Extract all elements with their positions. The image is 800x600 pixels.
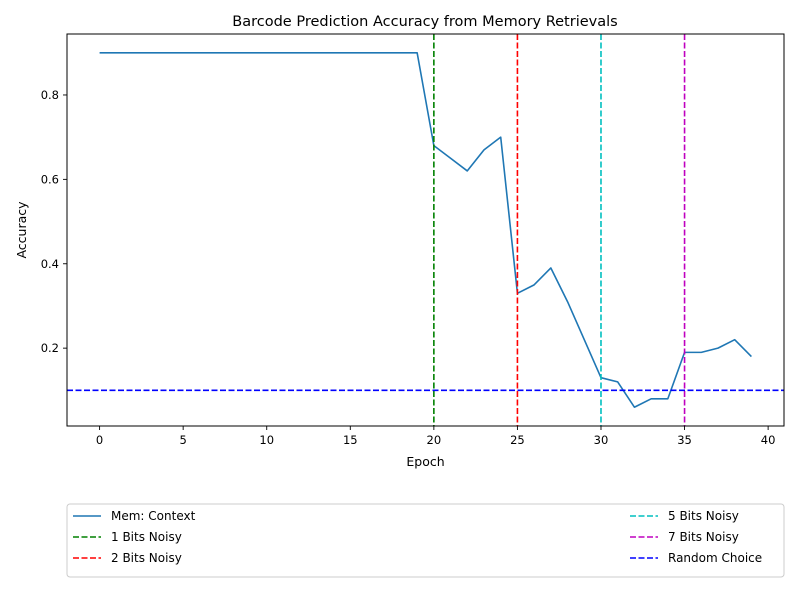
series-line-mem-context xyxy=(99,51,752,409)
x-axis-label: Epoch xyxy=(406,454,444,469)
x-tick-label: 35 xyxy=(677,433,692,447)
x-tick-label: 20 xyxy=(427,433,442,447)
x-tick-label: 0 xyxy=(96,433,103,447)
plot-frame xyxy=(66,33,785,427)
legend-label: Mem: Context xyxy=(111,509,196,523)
chart-title: Barcode Prediction Accuracy from Memory … xyxy=(232,14,617,30)
legend-box xyxy=(66,503,785,578)
y-axis-label: Accuracy xyxy=(14,201,29,259)
x-tick-label: 5 xyxy=(179,433,186,447)
y-axis-ticks: 0.2 0.4 0.6 0.8 xyxy=(41,88,67,355)
y-tick-label: 0.6 xyxy=(41,172,59,186)
legend: Mem: Context 1 Bits Noisy 2 Bits Noisy 5 Bi… xyxy=(66,503,785,578)
legend-label: Random Choice xyxy=(668,551,762,565)
x-tick-label: 30 xyxy=(594,433,609,447)
y-tick-label: 0.4 xyxy=(41,257,59,271)
x-tick-label: 10 xyxy=(259,433,274,447)
x-tick-label: 40 xyxy=(761,433,776,447)
x-tick-label: 25 xyxy=(510,433,525,447)
y-tick-label: 0.2 xyxy=(41,341,59,355)
legend-label: 2 Bits Noisy xyxy=(111,551,182,565)
legend-label: 5 Bits Noisy xyxy=(668,509,739,523)
legend-label: 7 Bits Noisy xyxy=(668,530,739,544)
y-tick-label: 0.8 xyxy=(41,88,59,102)
x-tick-label: 15 xyxy=(343,433,358,447)
legend-label: 1 Bits Noisy xyxy=(111,530,182,544)
x-axis-ticks: 0 5 10 15 20 25 30 35 40 xyxy=(96,426,776,447)
plot-marks xyxy=(67,34,784,426)
